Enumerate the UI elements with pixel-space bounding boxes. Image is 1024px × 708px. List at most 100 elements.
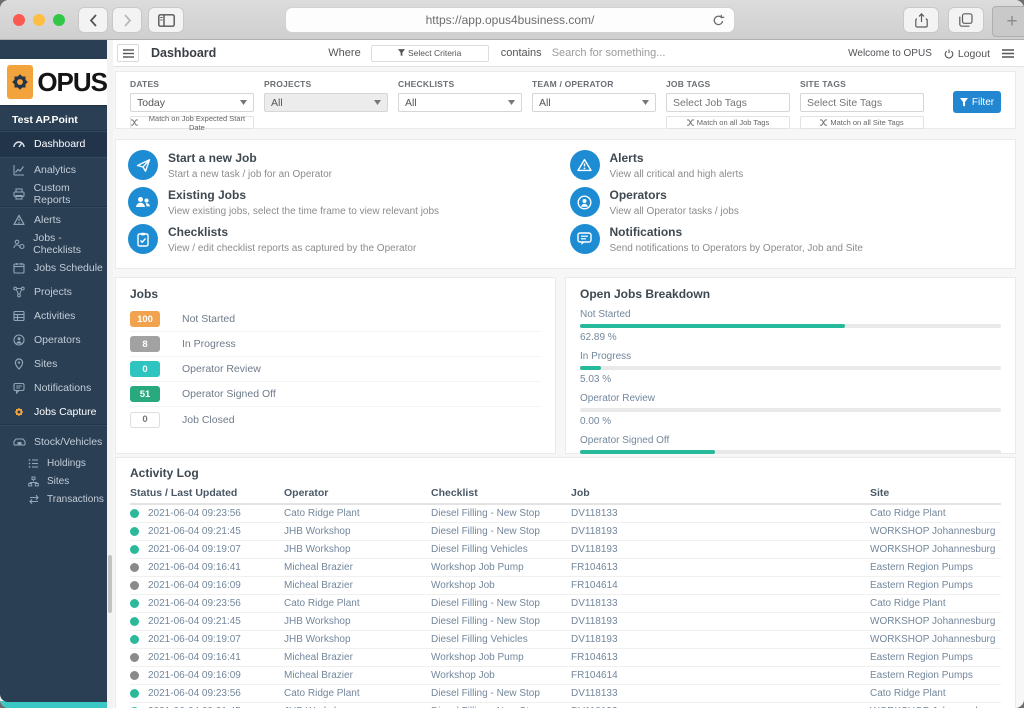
row-site: Cato Ridge Plant: [870, 688, 946, 699]
match-job-tags-button[interactable]: Match on all Job Tags: [666, 116, 790, 129]
comment-icon: [569, 224, 600, 254]
row-site: WORKSHOP Johannesburg: [870, 706, 1001, 708]
sidebar-scrollbar[interactable]: [107, 40, 113, 708]
search-input[interactable]: [551, 47, 702, 59]
job-tags-input[interactable]: [666, 93, 790, 112]
table-row[interactable]: 2021-06-04 09:16:09 Micheal Brazier Work…: [130, 577, 1001, 595]
table-row[interactable]: 2021-06-04 09:19:07 JHB Workshop Diesel …: [130, 541, 1001, 559]
row-site: Cato Ridge Plant: [870, 598, 946, 609]
sidebar-item-alerts[interactable]: Alerts: [0, 208, 107, 232]
sidebar-item-projects[interactable]: Projects: [0, 280, 107, 304]
browser-toolbar: https://app.opus4business.com/ +: [0, 0, 1024, 40]
action-title: Checklists: [168, 225, 229, 239]
new-tab-button[interactable]: +: [992, 6, 1024, 37]
sidebar-item-jobs-schedule[interactable]: Jobs Schedule: [0, 256, 107, 280]
scrollbar-thumb[interactable]: [108, 555, 112, 613]
table-row[interactable]: 2021-06-04 09:21:45 JHB Workshop Diesel …: [130, 613, 1001, 631]
sidebar-item-stock-vehicles[interactable]: Stock/Vehicles: [0, 430, 107, 454]
row-operator: Cato Ridge Plant: [284, 688, 360, 699]
zoom-window-button[interactable]: [53, 14, 65, 26]
sidebar-item-dashboard[interactable]: Dashboard: [0, 132, 107, 156]
page-title: Dashboard: [151, 46, 217, 60]
quick-actions-panel: Start a new Job Start a new task / job f…: [115, 139, 1016, 269]
sidebar-item-stock-sites[interactable]: Sites: [0, 472, 107, 490]
site-tags-input[interactable]: [800, 93, 924, 112]
table-row[interactable]: 2021-06-04 09:23:56 Cato Ridge Plant Die…: [130, 505, 1001, 523]
table-row[interactable]: 2021-06-04 09:16:09 Micheal Brazier Work…: [130, 667, 1001, 685]
cell-status-time: 2021-06-04 09:16:41: [130, 652, 284, 663]
shuffle-icon: [686, 119, 694, 126]
tab-overview-button[interactable]: [948, 7, 984, 33]
filter-job-tags: JOB TAGS Match on all Job Tags: [666, 79, 790, 129]
minimize-window-button[interactable]: [33, 14, 45, 26]
action-checklists[interactable]: Checklists View / edit checklist reports…: [124, 222, 566, 254]
reload-icon[interactable]: [712, 14, 725, 27]
row-checklist: Diesel Filling - New Stop: [431, 616, 540, 627]
list-ol-icon: [28, 458, 40, 469]
sidebar-item-holdings[interactable]: Holdings: [0, 454, 107, 472]
filter-button[interactable]: Filter: [953, 91, 1001, 113]
close-window-button[interactable]: [13, 14, 25, 26]
app-logo[interactable]: OPUS: [0, 59, 108, 105]
action-start-new-job[interactable]: Start a new Job Start a new task / job f…: [124, 148, 566, 180]
sidebar-item-operators[interactable]: Operators: [0, 328, 107, 352]
share-button[interactable]: [903, 7, 939, 33]
status-dot: [130, 599, 139, 608]
menu-icon[interactable]: [1002, 49, 1014, 58]
sidebar-item-jobs-checklists[interactable]: Jobs - Checklists: [0, 232, 107, 256]
progress-track: [580, 366, 1001, 370]
row-time: 2021-06-04 09:16:09: [148, 670, 241, 681]
warning-icon: [569, 150, 600, 180]
table-row[interactable]: 2021-06-04 09:21:45 JHB Workshop Diesel …: [130, 703, 1001, 708]
row-operator: JHB Workshop: [284, 706, 431, 708]
row-time: 2021-06-04 09:21:45: [148, 616, 241, 627]
cell-status-time: 2021-06-04 09:16:41: [130, 562, 284, 573]
back-button[interactable]: [78, 7, 108, 33]
row-operator: JHB Workshop: [284, 634, 351, 645]
table-row[interactable]: 2021-06-04 09:16:41 Micheal Brazier Work…: [130, 649, 1001, 667]
menu-toggle-button[interactable]: [117, 44, 139, 62]
cell-status-time: 2021-06-04 09:16:09: [130, 580, 284, 591]
table-row[interactable]: 2021-06-04 09:21:45 JHB Workshop Diesel …: [130, 523, 1001, 541]
row-job: FR104614: [571, 670, 618, 681]
row-checklist: Diesel Filling - New Stop: [431, 688, 540, 699]
team-select[interactable]: All: [532, 93, 656, 112]
progress-fill: [580, 366, 602, 370]
projects-select[interactable]: All: [264, 93, 388, 112]
forward-button[interactable]: [112, 7, 142, 33]
sidebar-item-label: Holdings: [47, 457, 86, 469]
job-stat-row: 51 Operator Signed Off: [130, 382, 541, 407]
sidebar-item-activities[interactable]: Activities: [0, 304, 107, 328]
status-dot: [130, 689, 139, 698]
user-icon: [13, 334, 26, 346]
cell-status-time: 2021-06-04 09:21:45: [130, 526, 284, 537]
match-start-date-button[interactable]: Match on Job Expected Start Date: [130, 114, 254, 132]
match-site-tags-button[interactable]: Match on all Site Tags: [800, 116, 924, 129]
action-desc: View all critical and high alerts: [609, 169, 744, 180]
table-row[interactable]: 2021-06-04 09:23:56 Cato Ridge Plant Die…: [130, 685, 1001, 703]
action-alerts[interactable]: Alerts View all critical and high alerts: [566, 148, 1008, 180]
action-notifications[interactable]: Notifications Send notifications to Oper…: [566, 222, 1008, 254]
sidebar-item-analytics[interactable]: Analytics: [0, 158, 107, 182]
sidebar-toggle-button[interactable]: [148, 7, 184, 33]
sidebar-item-custom-reports[interactable]: Custom Reports: [0, 182, 107, 206]
contains-label: contains: [500, 47, 542, 59]
action-operators[interactable]: Operators View all Operator tasks / jobs: [566, 185, 1008, 217]
table-row[interactable]: 2021-06-04 09:19:07 JHB Workshop Diesel …: [130, 631, 1001, 649]
sidebar-item-notifications[interactable]: Notifications: [0, 376, 107, 400]
action-existing-jobs[interactable]: Existing Jobs View existing jobs, select…: [124, 185, 566, 217]
sidebar-item-sites[interactable]: Sites: [0, 352, 107, 376]
hamburger-icon: [122, 48, 134, 58]
sidebar-item-transactions[interactable]: Transactions: [0, 490, 107, 508]
criteria-select[interactable]: Select Criteria: [370, 44, 489, 62]
table-row[interactable]: 2021-06-04 09:16:41 Micheal Brazier Work…: [130, 559, 1001, 577]
table-row[interactable]: 2021-06-04 09:23:56 Cato Ridge Plant Die…: [130, 595, 1001, 613]
dates-select[interactable]: Today: [130, 93, 254, 112]
address-bar[interactable]: https://app.opus4business.com/: [285, 7, 735, 33]
cell-status-time: 2021-06-04 09:23:56: [130, 508, 284, 519]
logout-button[interactable]: Logout: [944, 48, 990, 60]
table-header: Status / Last Updated Operator Checklist…: [130, 487, 1001, 505]
action-desc: View all Operator tasks / jobs: [609, 206, 739, 217]
sidebar-item-jobs-capture[interactable]: Jobs Capture: [0, 400, 107, 424]
checklists-select[interactable]: All: [398, 93, 522, 112]
